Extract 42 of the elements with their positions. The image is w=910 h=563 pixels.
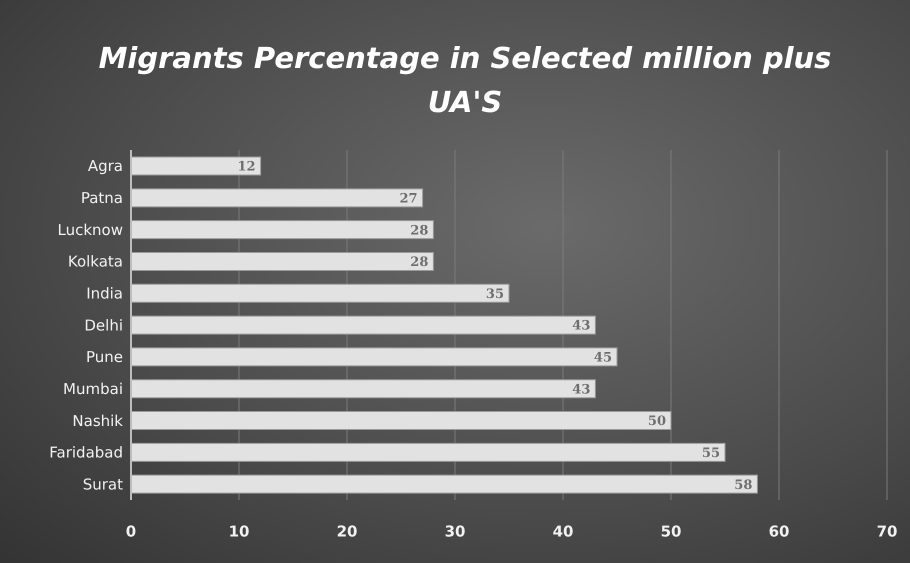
bar: [131, 188, 424, 208]
x-tick-label: 60: [768, 522, 790, 541]
data-label: 43: [572, 382, 590, 398]
bar: [131, 379, 596, 398]
data-label: 58: [734, 478, 752, 493]
y-tick-label: Surat: [82, 475, 124, 494]
y-tick-label: Mumbai: [63, 380, 123, 398]
data-label: 27: [400, 191, 418, 206]
data-label: 43: [572, 318, 590, 334]
bar: [131, 411, 672, 430]
x-tick-label: 70: [876, 522, 898, 541]
data-label: 28: [410, 223, 428, 238]
data-label: 55: [702, 446, 720, 461]
bar: [131, 474, 758, 494]
x-tick-label: 30: [444, 522, 466, 541]
y-tick-label: Faridabad: [49, 444, 123, 462]
bar: [131, 442, 726, 462]
data-label: 35: [486, 286, 504, 302]
y-tick-label: Pune: [86, 348, 123, 366]
chart-title: Migrants Percentage in Selected million plus UA'S: [98, 41, 832, 119]
y-tick-label: Patna: [80, 189, 123, 208]
bar: [131, 284, 510, 303]
y-tick-label: Nashik: [72, 412, 124, 430]
bar: [131, 252, 434, 271]
bar: [131, 220, 434, 240]
x-tick-label: 0: [126, 522, 136, 541]
x-tick-label: 10: [228, 522, 250, 541]
y-tick-label: Lucknow: [58, 220, 123, 239]
y-tick-label: Kolkata: [68, 252, 123, 271]
data-label: 28: [410, 255, 428, 270]
x-tick-label: 40: [552, 522, 574, 541]
bar: [131, 316, 596, 335]
bar: [131, 156, 262, 176]
y-tick-label: Agra: [88, 157, 123, 176]
data-label: 45: [594, 350, 612, 366]
data-label: 50: [648, 414, 666, 430]
x-tick-label: 50: [660, 522, 682, 541]
data-label: 12: [238, 160, 256, 175]
x-tick-label: 20: [336, 522, 358, 541]
y-tick-label: India: [86, 284, 123, 303]
y-tick-label: Delhi: [84, 316, 123, 334]
bar: [131, 347, 618, 366]
